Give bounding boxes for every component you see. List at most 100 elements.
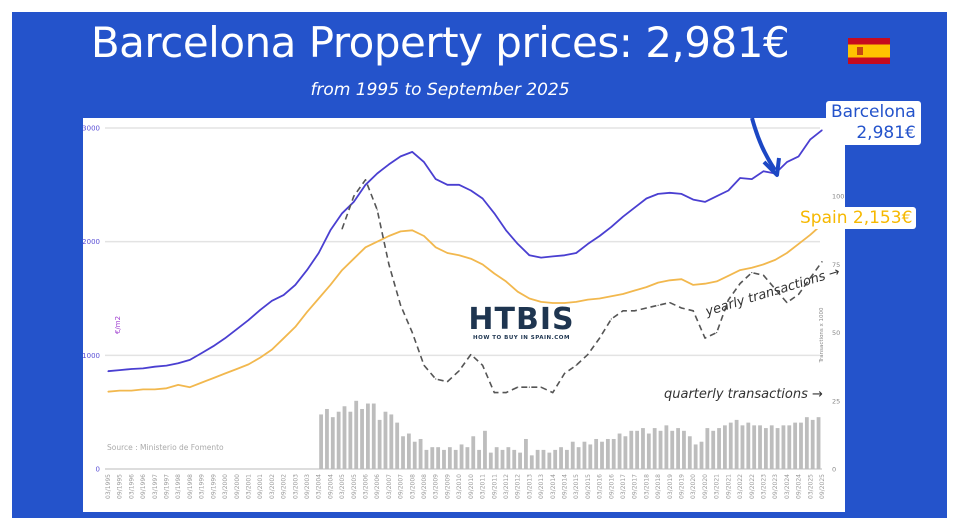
yearly-data-point — [353, 195, 355, 197]
spain-data-point — [493, 272, 495, 275]
x-tick-label: 03/2004 — [316, 474, 323, 499]
spain-data-point — [130, 389, 133, 392]
barcelona-data-point — [329, 229, 331, 231]
barcelona-data-point — [247, 319, 250, 321]
barcelona-data-point — [645, 197, 648, 200]
quarterly-transactions-bar — [330, 417, 335, 469]
barcelona-data-point — [470, 189, 472, 192]
yearly-data-point — [505, 392, 507, 394]
pointer-arrowhead-icon — [762, 157, 781, 177]
quarterly-transactions-bar — [588, 444, 593, 469]
spain-data-point — [634, 289, 636, 292]
quarterly-transactions-bar — [658, 430, 663, 469]
quarterly-transactions-bar — [564, 449, 569, 469]
x-tick-label: 03/1996 — [128, 474, 135, 499]
x-tick-label: 03/2012 — [503, 474, 510, 499]
barcelona-series-line — [107, 129, 823, 373]
yearly-series-line — [341, 179, 823, 394]
subtitle: from 1995 to September 2025 — [310, 80, 570, 100]
x-tick-label: 09/2008 — [421, 474, 428, 499]
x-tick-label: 03/2019 — [667, 474, 674, 499]
spain-data-point — [318, 297, 320, 300]
x-tick-label: 03/2005 — [339, 474, 346, 499]
quarterly-transactions-bar — [682, 430, 686, 469]
x-tick-label: 09/2007 — [398, 474, 405, 499]
barcelona-data-point — [680, 193, 683, 195]
x-tick-label: 03/2017 — [620, 474, 627, 499]
spain-callout: Spain 2,153€ — [796, 207, 917, 229]
x-tick-label: 09/2024 — [796, 474, 803, 499]
quarterly-transactions-bar — [740, 425, 745, 469]
spain-flag-icon — [848, 38, 890, 64]
yearly-data-point — [458, 370, 460, 372]
page-title: Barcelona Property prices: 2,981€ — [90, 18, 790, 67]
spain-data-point — [177, 384, 179, 386]
quarterly-transactions-bar — [524, 438, 528, 469]
barcelona-callout-value: 2,981€ — [856, 123, 916, 143]
barcelona-data-point — [353, 201, 355, 203]
quarterly-transactions-bar — [693, 444, 698, 469]
x-tick-label: 09/2021 — [725, 474, 732, 499]
spain-data-point — [259, 357, 261, 359]
barcelona-data-point — [341, 212, 343, 214]
quarterly-transactions-bar — [582, 441, 587, 469]
quarterly-transactions-bar — [781, 425, 786, 469]
yearly-data-point — [364, 179, 367, 181]
spain-data-point — [599, 297, 601, 300]
spain-data-point — [236, 368, 238, 370]
barcelona-data-point — [130, 368, 133, 370]
quarterly-transactions-bar — [342, 406, 347, 469]
yearly-data-point — [517, 386, 519, 388]
quarterly-transactions-bar — [518, 452, 522, 469]
spain-data-point — [470, 258, 472, 260]
spain-data-point — [669, 279, 671, 281]
barcelona-data-point — [318, 252, 320, 254]
x-tick-label: 09/2012 — [515, 474, 522, 499]
x-tick-label: 03/2015 — [573, 474, 580, 499]
barcelona-data-point — [493, 212, 495, 214]
barcelona-data-point — [563, 254, 566, 256]
yearly-data-point — [797, 293, 800, 296]
barcelona-data-point — [599, 235, 601, 237]
barcelona-data-point — [739, 177, 741, 179]
quarterly-transactions-bar — [488, 452, 493, 469]
barcelona-data-point — [528, 254, 530, 256]
quarterly-transactions-bar — [371, 403, 376, 469]
x-tick-label: 09/1997 — [164, 474, 171, 499]
yearly-data-point — [446, 381, 449, 383]
spain-data-point — [528, 297, 530, 300]
y-tick-right: 75 — [832, 261, 840, 269]
yearly-data-point — [587, 353, 589, 356]
quarterly-transactions-bar — [641, 428, 645, 469]
barcelona-data-point — [282, 294, 285, 296]
barcelona-data-point — [575, 252, 577, 254]
x-tick-label: 09/2022 — [749, 474, 756, 499]
quarterly-transactions-bar — [734, 419, 739, 469]
yearly-data-point — [774, 288, 776, 290]
yearly-data-point — [821, 261, 823, 263]
barcelona-data-point — [119, 369, 121, 371]
x-tick-label: 09/2002 — [281, 474, 288, 499]
barcelona-data-point — [423, 161, 425, 163]
barcelona-data-point — [435, 178, 437, 180]
barcelona-data-point — [376, 172, 378, 175]
quarterly-transactions-bar — [459, 444, 464, 469]
spain-data-point — [353, 258, 355, 260]
spain-data-point — [575, 301, 577, 303]
yearly-data-point — [423, 364, 425, 366]
x-tick-label: 03/1995 — [105, 474, 112, 499]
quarterly-transactions-bar — [453, 449, 458, 469]
spain-data-point — [727, 275, 729, 277]
yearly-data-point — [388, 263, 390, 265]
x-tick-label: 09/2010 — [468, 474, 475, 499]
quarterly-transactions-bar — [810, 419, 815, 469]
quarterly-transactions-bar — [699, 441, 704, 469]
x-tick-label: 03/2025 — [807, 474, 814, 499]
barcelona-data-point — [797, 155, 800, 158]
yearly-data-point — [481, 364, 484, 366]
yearly-data-point — [575, 364, 577, 366]
barcelona-data-point — [821, 129, 823, 131]
spain-data-point — [458, 254, 460, 256]
x-tick-label: 03/2018 — [643, 474, 650, 499]
